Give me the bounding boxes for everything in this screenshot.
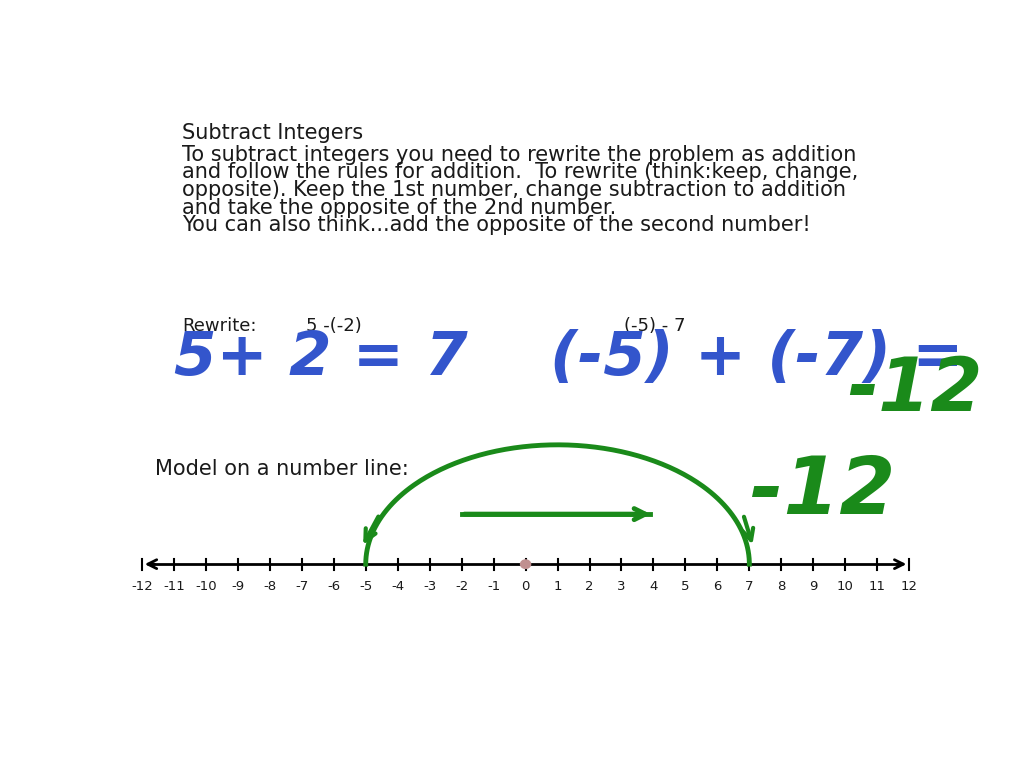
Text: -12: -12 [131, 580, 153, 593]
Text: 10: 10 [837, 580, 854, 593]
Text: -6: -6 [328, 580, 340, 593]
Text: 2: 2 [586, 580, 594, 593]
Text: -4: -4 [391, 580, 404, 593]
Text: (-5) - 7: (-5) - 7 [624, 317, 685, 335]
Text: and follow the rules for addition.  To rewrite (think:keep, change,: and follow the rules for addition. To re… [182, 162, 858, 182]
Text: 12: 12 [901, 580, 918, 593]
Text: 11: 11 [868, 580, 886, 593]
Text: opposite). Keep the 1st number, change subtraction to addition: opposite). Keep the 1st number, change s… [182, 180, 846, 200]
Text: 5 -(-2): 5 -(-2) [306, 317, 362, 335]
Text: -11: -11 [163, 580, 184, 593]
Text: -12: -12 [847, 354, 983, 427]
Text: 4: 4 [649, 580, 657, 593]
Text: Model on a number line:: Model on a number line: [155, 458, 409, 478]
Text: -12: -12 [750, 452, 895, 531]
Text: 0: 0 [521, 580, 529, 593]
Text: -2: -2 [455, 580, 468, 593]
Text: -8: -8 [263, 580, 276, 593]
Text: -10: -10 [196, 580, 217, 593]
Text: 6: 6 [713, 580, 722, 593]
Text: -5: -5 [359, 580, 373, 593]
Text: 9: 9 [809, 580, 817, 593]
Text: 7: 7 [745, 580, 754, 593]
Text: To subtract integers you need to rewrite the problem as addition: To subtract integers you need to rewrite… [182, 144, 857, 164]
Text: -7: -7 [295, 580, 308, 593]
Text: 5+ 2 = 7: 5+ 2 = 7 [174, 329, 468, 389]
Text: -1: -1 [487, 580, 501, 593]
Text: -9: -9 [231, 580, 245, 593]
Text: Rewrite:: Rewrite: [182, 317, 257, 335]
Text: 8: 8 [777, 580, 785, 593]
Text: 3: 3 [617, 580, 626, 593]
Text: Subtract Integers: Subtract Integers [182, 123, 364, 143]
Text: 5: 5 [681, 580, 690, 593]
Text: You can also think...add the opposite of the second number!: You can also think...add the opposite of… [182, 215, 811, 235]
Text: and take the opposite of the 2nd number.: and take the opposite of the 2nd number. [182, 197, 616, 217]
Text: 1: 1 [553, 580, 562, 593]
Text: -3: -3 [423, 580, 436, 593]
Ellipse shape [520, 560, 530, 568]
Text: (-5) + (-7) =: (-5) + (-7) = [550, 329, 964, 389]
